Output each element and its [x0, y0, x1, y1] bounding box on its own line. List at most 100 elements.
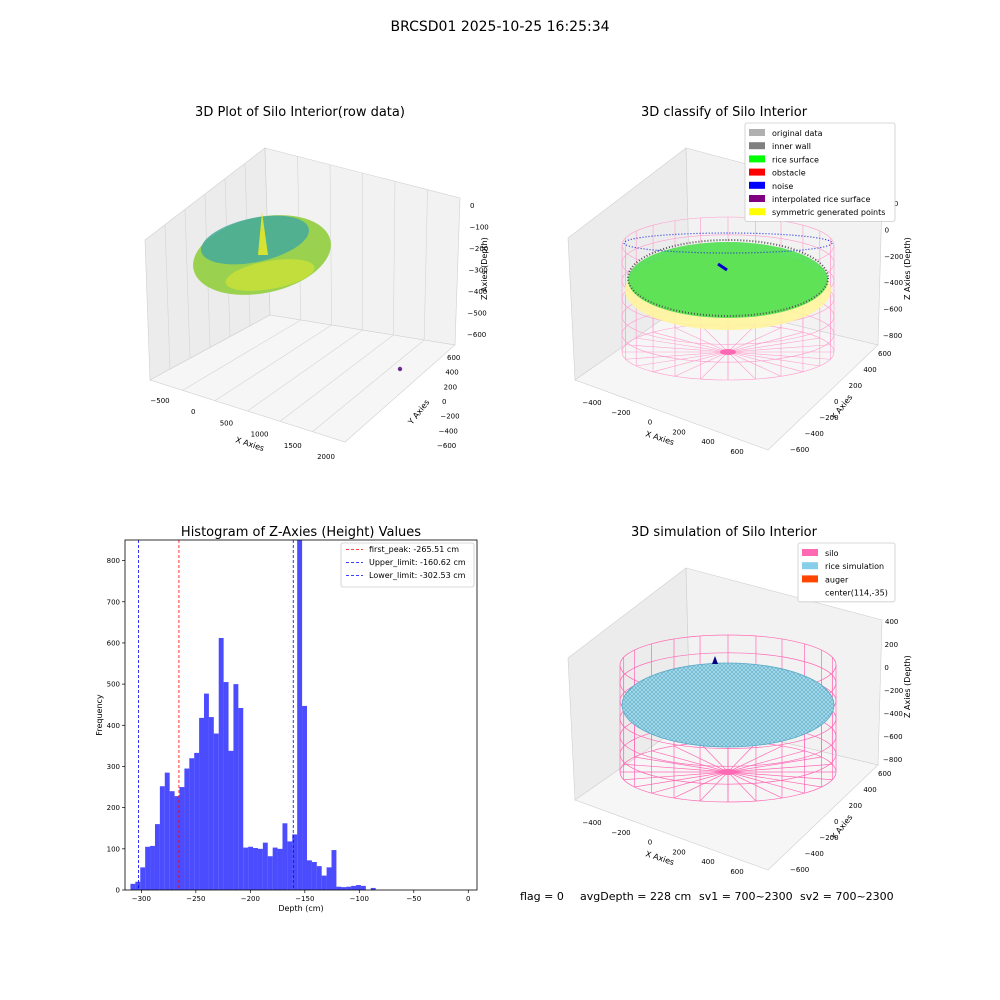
hist-bar [262, 842, 268, 890]
x-tick-label: 1500 [284, 442, 302, 450]
hist-bar [326, 867, 332, 890]
legend-label: original data [772, 129, 823, 138]
y-tick-label: 200 [849, 802, 862, 810]
y-tick-label: −400 [805, 430, 824, 438]
z-tick-label: 0 [470, 202, 474, 210]
silo-floor-spoke [727, 771, 805, 794]
y-tick-label: 0 [834, 818, 838, 826]
figure-title: BRCSD01 2025-10-25 16:25:34 [390, 19, 609, 35]
legend-label: rice surface [772, 155, 819, 164]
grid-line [423, 189, 428, 341]
sim-xlabel: X Axies [644, 849, 675, 867]
grid-line [214, 324, 332, 401]
x-tick-label: 600 [730, 448, 743, 456]
hist-bar [174, 796, 180, 890]
hist-bar [356, 885, 361, 890]
legend-swatch [749, 208, 765, 216]
legend-label: symmetric generated points [772, 208, 885, 217]
hist-title: Histogram of Z-Axies (Height) Values [181, 525, 421, 540]
legend-swatch [802, 562, 818, 570]
x-tick-label: −100 [350, 895, 369, 903]
hist-bar [272, 847, 278, 890]
sim-ylabel: Y Axies [829, 813, 855, 842]
y-tick-label: 300 [107, 763, 120, 771]
hist-bar [159, 786, 165, 890]
y-tick-label: −400 [805, 850, 824, 858]
silo-floor-spoke [727, 750, 805, 773]
hist-bar [360, 885, 366, 890]
raw-point-cloud-inner [201, 215, 309, 265]
grid-line [312, 339, 425, 432]
silo-floor-spoke [652, 351, 729, 373]
silo-floor-spoke [623, 771, 729, 781]
x-tick-label: −200 [611, 409, 630, 417]
y-tick-label: −600 [437, 442, 456, 450]
legend-label: center(114,-35) [825, 589, 888, 598]
x-tick-label: 1000 [251, 431, 269, 439]
grid-line [279, 334, 394, 422]
hist-bar [311, 862, 317, 890]
raw-title: 3D Plot of Silo Interior(row data) [195, 105, 405, 120]
silo-floor-spoke [673, 771, 729, 799]
silo-floor-spoke [699, 771, 729, 802]
x-tick-label: −500 [150, 397, 169, 405]
grid-line [184, 209, 191, 359]
hist-bar [189, 758, 195, 890]
sim-rice-surface [621, 662, 835, 748]
silo-floor-spoke [700, 324, 729, 353]
z-tick-label: 0 [884, 664, 888, 672]
x-tick-label: 500 [220, 419, 233, 427]
silo-floor-spoke [727, 344, 831, 353]
x-tick-label: 400 [701, 438, 714, 446]
legend-swatch [749, 168, 765, 176]
z-tick-label: −800 [883, 756, 902, 764]
hist-bar [228, 750, 234, 890]
hist-bar [164, 772, 170, 890]
y-tick-label: −600 [790, 866, 809, 874]
legend-label: Lower_limit: -302.53 cm [369, 571, 466, 580]
silo-floor-spoke [727, 351, 756, 380]
hist-bar [346, 886, 352, 890]
raw-outlier-point [397, 366, 403, 372]
grid-line [164, 224, 171, 370]
y-tick-label: 400 [863, 366, 876, 374]
hist-bar [341, 887, 347, 890]
y-tick-label: −200 [819, 414, 838, 422]
y-tick-label: 400 [445, 369, 458, 377]
legend-label: obstacle [772, 169, 806, 178]
hist-vlines [138, 540, 294, 890]
hist-bar [169, 791, 175, 890]
z-tick-label: 200 [885, 641, 898, 649]
y-tick-label: 200 [849, 382, 862, 390]
legend-box [744, 122, 896, 222]
grid-line [393, 181, 396, 336]
x-tick-label: 0 [466, 895, 470, 903]
y-tick-label: 0 [442, 398, 446, 406]
hist-yticks: 0 100 200 300 400 500 600 700 800 [107, 557, 125, 895]
y-tick-label: 400 [863, 786, 876, 794]
classify-silo-center [720, 349, 736, 355]
y-tick-label: −600 [790, 446, 809, 454]
footer-sv2: sv2 = 700~2300 [800, 890, 894, 903]
x-tick-label: −300 [132, 895, 151, 903]
z-tick-label: −100 [470, 224, 489, 232]
classify-auger [717, 262, 728, 272]
legend-swatch [749, 195, 765, 202]
x-tick-label: 200 [672, 428, 685, 436]
hist-bar [257, 848, 263, 890]
hist-bar [287, 841, 293, 890]
legend-swatch [749, 129, 765, 136]
classify-xlabel: X Axies [644, 429, 675, 447]
x-tick-label: −400 [582, 399, 601, 407]
silo-floor-spoke [625, 351, 729, 360]
hist-bar [306, 860, 312, 890]
silo-floor-spoke [699, 742, 729, 773]
legend-label: Upper_limit: -160.62 cm [369, 558, 466, 567]
footer-sv1: sv1 = 700~2300 [699, 890, 793, 903]
legend-swatch [749, 155, 765, 163]
y-tick-label: 200 [444, 383, 457, 391]
hist-bar [154, 824, 160, 890]
sim-auger [712, 656, 718, 664]
y-tick-label: 0 [116, 887, 120, 895]
